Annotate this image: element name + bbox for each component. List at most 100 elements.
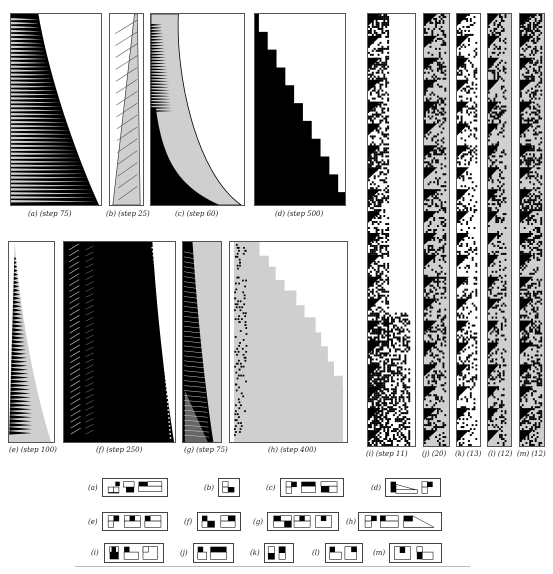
cell [387,406,390,409]
cell [385,55,388,58]
cell [502,151,505,154]
cell [495,147,498,150]
stripe [11,25,41,29]
cell [391,322,393,325]
cell [499,234,501,237]
cell [538,37,541,40]
cell [538,248,541,251]
cell [525,171,528,174]
cell [520,67,522,70]
cell [398,358,401,361]
cell [379,330,382,333]
cell [377,161,380,164]
cell [468,430,470,433]
cell [371,187,374,190]
cell [536,290,539,293]
cell [398,338,401,341]
tooth [10,387,31,392]
cell [371,346,374,349]
cell [387,370,390,373]
cell [468,408,470,411]
cell [237,246,240,249]
cell [532,414,535,417]
cell [468,25,470,28]
cell [488,326,490,329]
cell [538,195,541,198]
cell [433,107,436,110]
cell [431,193,434,196]
cell [438,119,441,122]
cell [373,177,376,180]
cell [385,298,388,301]
cell [431,53,434,56]
triangle [488,298,500,311]
cell [436,77,439,80]
cell [462,414,465,417]
cell [462,63,465,66]
cell [369,163,372,166]
cell [525,252,528,255]
cell [462,426,465,429]
cell [391,444,393,446]
tooth [151,44,165,47]
cell [373,432,376,435]
cell [377,306,380,309]
cell [520,424,522,427]
cell [468,356,470,359]
cell [406,350,409,353]
rule-label-b: (b) [204,484,214,492]
cell [468,135,470,138]
cell [540,47,543,50]
cell [534,328,537,331]
cell [379,354,382,357]
cell [377,91,380,94]
cell [475,41,478,44]
cell [538,97,541,100]
cell [436,61,439,64]
cell [379,366,382,369]
cell [377,420,380,423]
dot [165,389,168,392]
cell [475,209,478,212]
cell [424,438,426,441]
cell [387,254,390,257]
cell [444,316,447,319]
cell [523,382,526,385]
cell [458,55,461,58]
cell [368,424,370,427]
cell [377,75,380,78]
cell [425,414,428,417]
cell [499,199,501,202]
cell [431,268,434,271]
triangle [424,145,438,158]
hatch-line [115,67,138,82]
dot [169,433,171,435]
cell [377,185,380,188]
cell [375,358,378,361]
cell [436,161,439,164]
cell [491,432,494,435]
cell [435,372,437,375]
tooth [151,83,170,86]
cell [475,342,478,345]
cell [531,388,533,391]
tooth [151,101,172,104]
cell [534,324,537,327]
cell [497,388,500,391]
cell [425,352,428,355]
cell [381,236,384,239]
cell [497,117,500,120]
cell [531,328,533,331]
cell [527,372,530,375]
cell [469,61,472,64]
rule-box-g [267,512,339,531]
cell [523,103,526,106]
cell [527,434,530,437]
cell [536,406,539,409]
cell [385,408,388,411]
tooth [151,65,167,68]
cell [400,330,403,333]
cell [475,129,478,132]
dot [161,338,163,340]
cell [385,149,388,152]
